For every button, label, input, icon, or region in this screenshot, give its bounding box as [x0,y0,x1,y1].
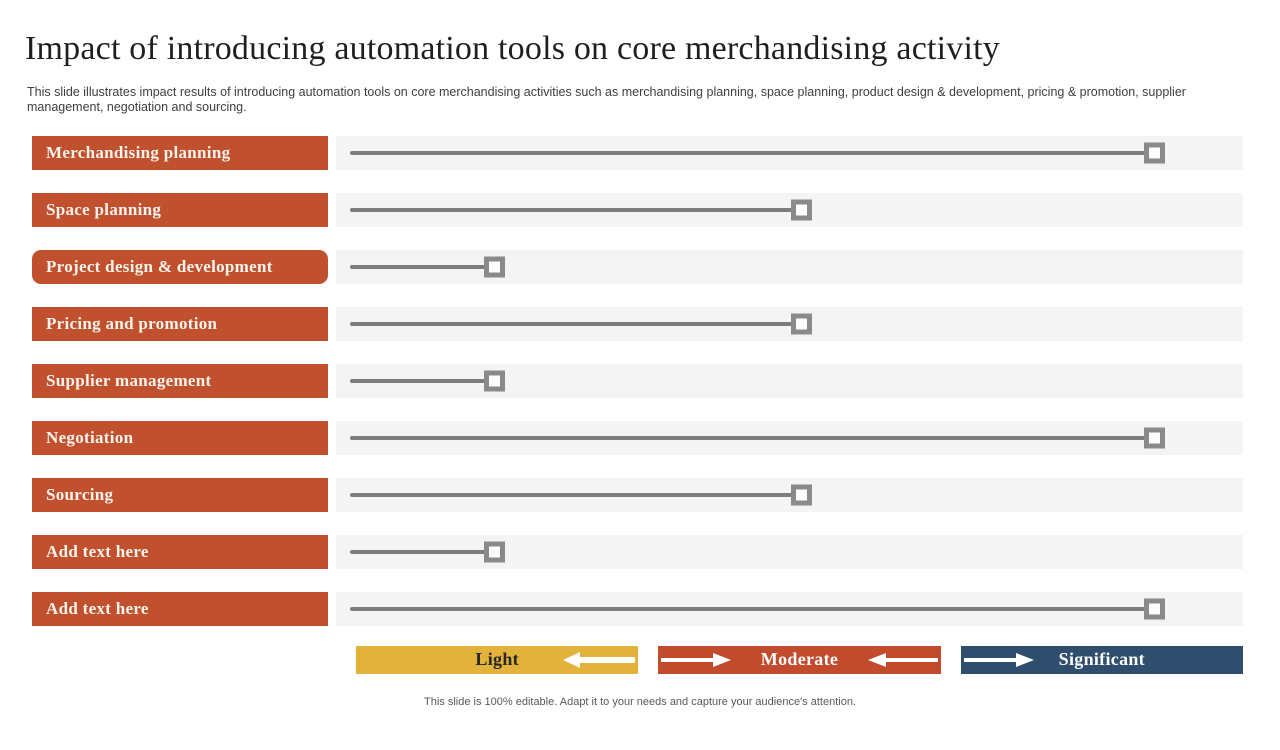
slide: Impact of introducing automation tools o… [0,30,1280,708]
slider-handle[interactable] [1144,142,1166,163]
legend-label-moderate: Moderate [760,649,839,669]
legend-item-significant: Significant [960,645,1243,674]
activity-label[interactable]: Project design & development [32,249,328,284]
impact-slider [336,363,1243,398]
activity-row: Space planning [32,192,1243,227]
impact-rows: Merchandising planning Space planning Pr… [32,135,1243,626]
activity-label[interactable]: Space planning [32,192,328,227]
slider-track [350,150,1155,155]
footer-note: This slide is 100% editable. Adapt it to… [424,695,856,708]
activity-label[interactable]: Supplier management [32,363,328,398]
activity-label[interactable]: Add text here [32,591,328,626]
impact-slider [336,249,1243,284]
activity-label[interactable]: Negotiation [32,420,328,455]
slider-track [350,321,802,326]
slider-handle[interactable] [791,313,813,334]
arrow-left-icon [867,652,938,667]
activity-label[interactable]: Sourcing [32,477,328,512]
activity-row: Pricing and promotion [32,306,1243,341]
legend-item-moderate: Moderate [658,645,941,674]
activity-row: Negotiation [32,420,1243,455]
slider-track [350,549,494,554]
slider-handle[interactable] [791,484,813,505]
impact-legend: Light Moderate Significant [356,645,1243,674]
activity-row: Project design & development [32,249,1243,284]
legend-item-light: Light [356,645,639,674]
activity-row: Merchandising planning [32,135,1243,170]
slider-track [350,207,802,212]
impact-slider [336,420,1243,455]
slider-track [350,492,802,497]
impact-slider [336,135,1243,170]
slider-handle[interactable] [483,370,505,391]
slider-handle[interactable] [483,541,505,562]
activity-label[interactable]: Add text here [32,534,328,569]
activity-row: Add text here [32,534,1243,569]
arrow-right-icon [661,652,732,667]
activity-label[interactable]: Merchandising planning [32,135,328,170]
slider-handle[interactable] [1144,598,1166,619]
impact-slider [336,591,1243,626]
impact-slider [336,192,1243,227]
activity-label[interactable]: Pricing and promotion [32,306,328,341]
arrow-left-icon [563,651,636,668]
impact-slider [336,306,1243,341]
slider-track [350,435,1155,440]
legend-label-significant: Significant [1058,649,1145,669]
impact-slider [336,477,1243,512]
activity-row: Supplier management [32,363,1243,398]
slider-handle[interactable] [791,199,813,220]
slide-subtitle: This slide illustrates impact results of… [27,85,1186,114]
legend-label-light: Light [475,649,519,669]
slider-track [350,378,494,383]
slider-handle[interactable] [1144,427,1166,448]
slider-track [350,606,1155,611]
activity-row: Sourcing [32,477,1243,512]
activity-row: Add text here [32,591,1243,626]
arrow-right-icon [963,652,1034,667]
page-title: Impact of introducing automation tools o… [25,30,1000,67]
slider-handle[interactable] [483,256,505,277]
impact-slider [336,534,1243,569]
slider-track [350,264,494,269]
